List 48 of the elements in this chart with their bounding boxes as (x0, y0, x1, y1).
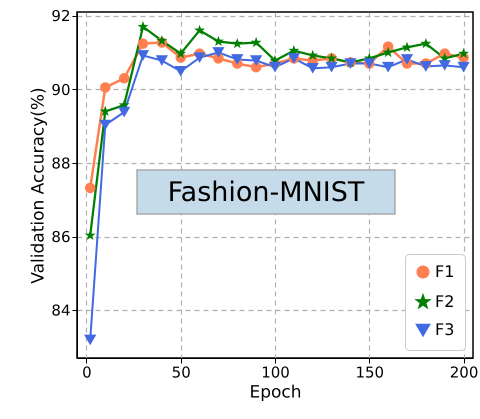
point (118, 73, 130, 84)
point (382, 62, 394, 73)
point (457, 62, 470, 73)
point (231, 54, 244, 65)
point (156, 35, 168, 46)
x-tick-label: 50 (172, 364, 191, 382)
x-axis-title: Epoch (249, 382, 302, 402)
y-tick-label: 88 (51, 154, 70, 172)
y-axis-title: Validation Accuracy(%) (28, 87, 48, 284)
point (212, 47, 225, 58)
y-tick-label: 86 (51, 228, 70, 246)
point (118, 106, 130, 118)
legend-label: F3 (435, 320, 454, 339)
point (84, 182, 96, 194)
annotation: Fashion-MNIST (168, 177, 365, 208)
point (458, 48, 469, 58)
point (268, 62, 282, 73)
point (138, 38, 148, 49)
point (420, 61, 432, 72)
point (175, 48, 186, 58)
point (84, 230, 96, 240)
point (420, 38, 432, 48)
point (250, 55, 262, 66)
x-tick-label: 0 (82, 364, 92, 382)
point (100, 82, 111, 93)
point (306, 63, 319, 74)
point (232, 38, 243, 48)
point (400, 54, 414, 65)
point (136, 50, 150, 61)
y-tick-label: 90 (51, 80, 70, 99)
point (138, 21, 148, 32)
point (174, 66, 187, 77)
legend-label: F2 (435, 292, 454, 311)
y-tick-label: 92 (51, 7, 70, 26)
point (213, 36, 224, 46)
point (99, 120, 112, 130)
x-tick-label: 100 (261, 364, 290, 382)
point (325, 62, 338, 73)
point (84, 334, 96, 346)
point (156, 55, 168, 66)
legend-label: F1 (435, 262, 454, 281)
point (193, 52, 206, 63)
y-tick-label: 84 (51, 302, 70, 320)
point (250, 36, 262, 48)
x-tick-label: 150 (355, 364, 384, 382)
x-tick-label: 200 (450, 364, 478, 382)
point (194, 24, 205, 36)
point (438, 60, 451, 71)
